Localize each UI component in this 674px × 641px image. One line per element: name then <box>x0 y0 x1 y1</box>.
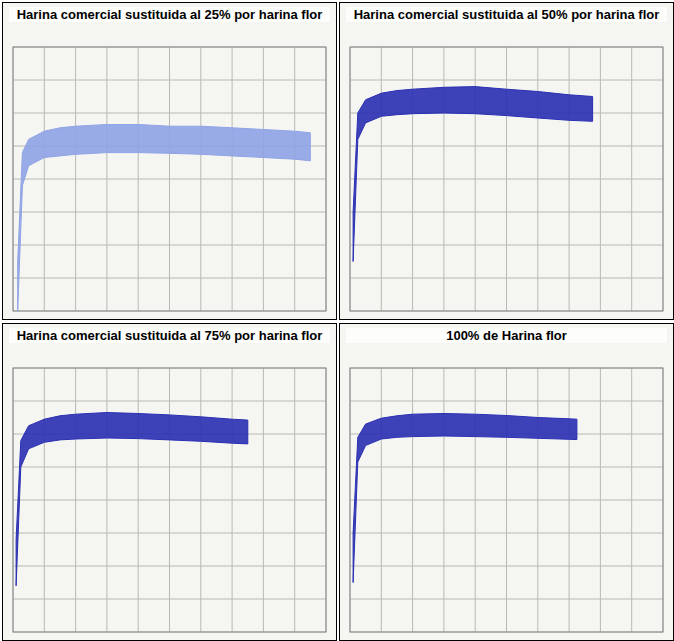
chart-svg <box>3 324 336 640</box>
grid-line-y <box>350 467 663 468</box>
grid-line-y <box>13 212 326 213</box>
grid-line-y <box>350 146 663 147</box>
consistency-band <box>353 414 577 583</box>
marks <box>16 413 248 586</box>
panel-title: Harina comercial sustituida al 75% por h… <box>9 328 330 343</box>
marks <box>353 87 592 262</box>
consistency-band <box>16 413 248 586</box>
grid-line-y <box>13 401 326 402</box>
panel-title: Harina comercial sustituida al 50% por h… <box>346 7 667 22</box>
grid-line-y <box>350 245 663 246</box>
consistency-band <box>18 125 311 312</box>
grid-line-y <box>350 500 663 501</box>
plot-frame <box>13 368 326 632</box>
plot-frame <box>13 47 326 311</box>
grid <box>13 47 326 311</box>
grid-line-y <box>13 533 326 534</box>
grid-line-y <box>13 245 326 246</box>
marks <box>353 414 577 583</box>
grid-line-y <box>350 566 663 567</box>
chart-svg <box>340 324 673 640</box>
panel-title: Harina comercial sustituida al 25% por h… <box>9 7 330 22</box>
grid-line-y <box>350 599 663 600</box>
grid-line-y <box>13 500 326 501</box>
grid-line-y <box>350 278 663 279</box>
grid <box>13 368 326 632</box>
chart-panel: Harina comercial sustituida al 50% por h… <box>339 2 674 320</box>
grid-line-y <box>350 401 663 402</box>
panel-title: 100% de Harina flor <box>346 328 667 343</box>
marks <box>18 125 311 312</box>
plot-frame <box>350 368 663 632</box>
chart-panel: Harina comercial sustituida al 75% por h… <box>2 323 337 641</box>
grid-line-y <box>13 599 326 600</box>
consistency-band <box>353 87 592 262</box>
grid-line-y <box>13 80 326 81</box>
plot-frame <box>350 47 663 311</box>
grid <box>350 368 663 632</box>
chart-svg <box>340 3 673 319</box>
chart-svg <box>3 3 336 319</box>
grid-line-y <box>350 212 663 213</box>
grid-line-y <box>350 533 663 534</box>
chart-panel: Harina comercial sustituida al 25% por h… <box>2 2 337 320</box>
chart-panel: 100% de Harina flor <box>339 323 674 641</box>
grid-line-y <box>13 566 326 567</box>
grid <box>350 47 663 311</box>
grid-line-y <box>13 278 326 279</box>
grid-line-y <box>13 179 326 180</box>
grid-line-y <box>350 80 663 81</box>
grid-line-y <box>13 467 326 468</box>
grid-line-y <box>13 113 326 114</box>
grid-line-y <box>350 179 663 180</box>
